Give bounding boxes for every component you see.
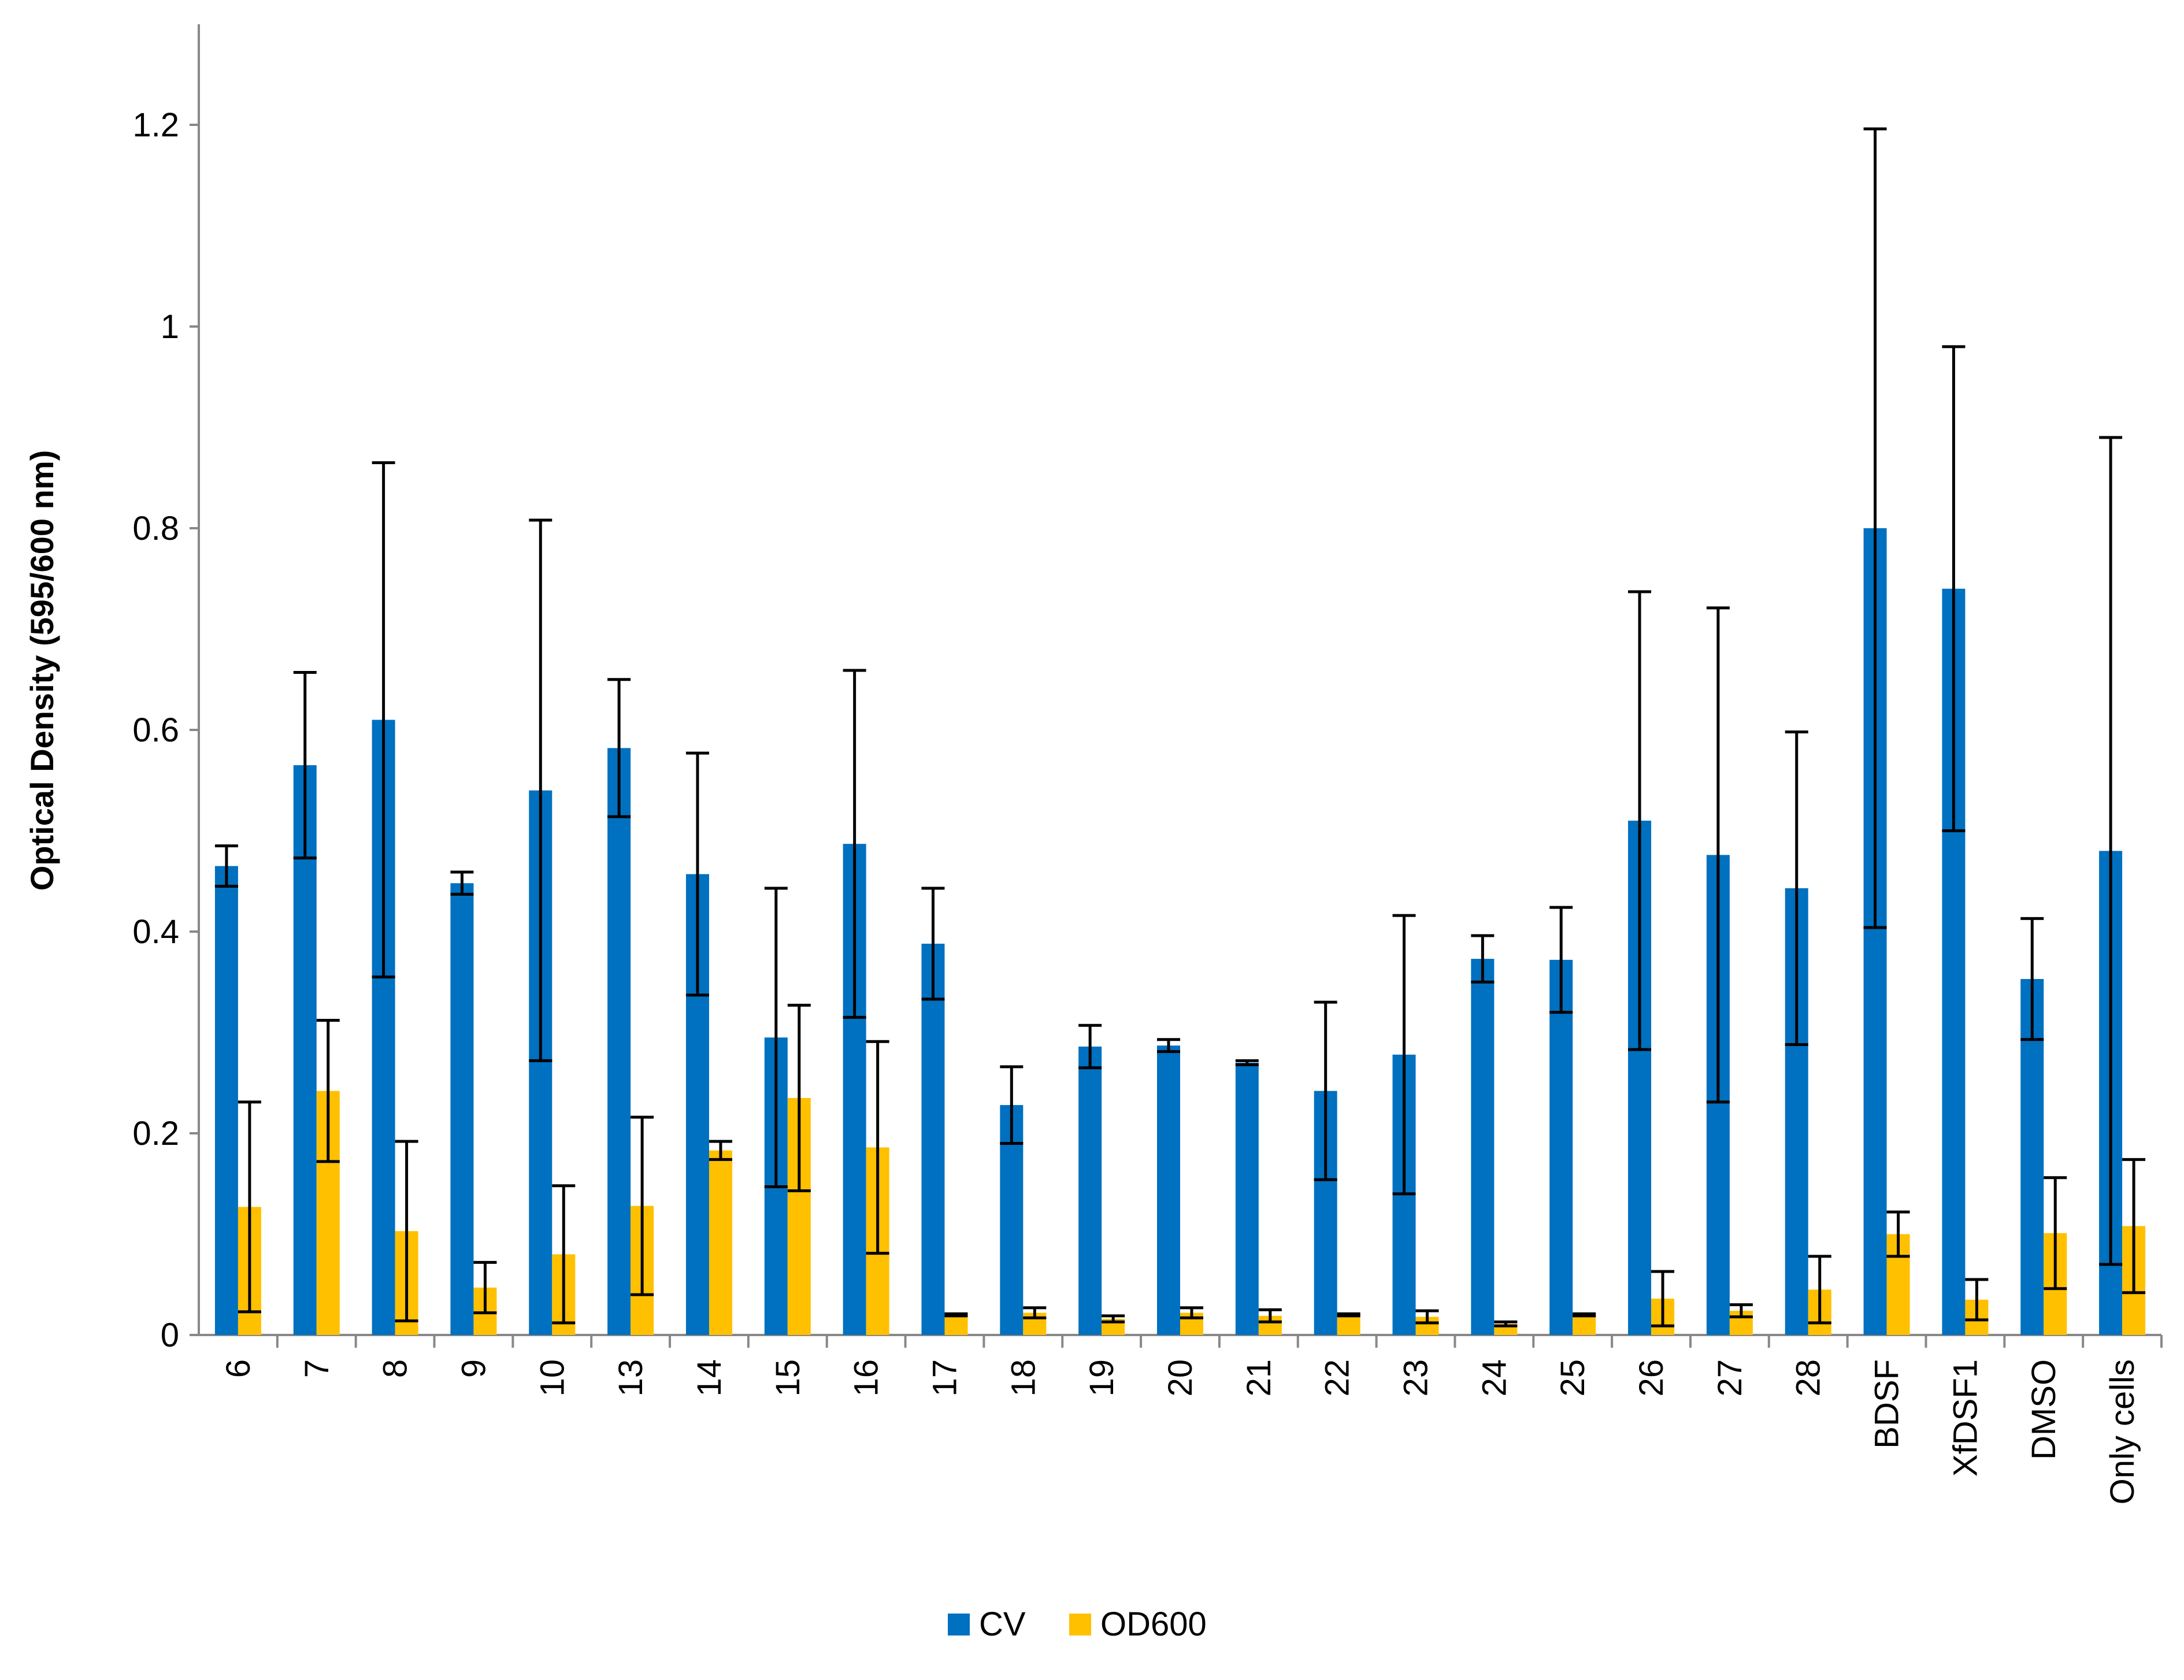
bar-cv <box>293 765 317 1335</box>
bar-cv <box>214 866 238 1335</box>
x-tick-label: 6 <box>220 1359 257 1378</box>
bar-cv <box>450 883 474 1335</box>
y-tick-label: 0 <box>161 1316 179 1354</box>
bar-od600 <box>709 1150 732 1335</box>
x-tick-label: 19 <box>1083 1359 1121 1397</box>
x-tick-label: 24 <box>1475 1359 1513 1397</box>
bar-od600 <box>1337 1315 1360 1335</box>
bar-cv <box>1549 959 1573 1335</box>
x-tick-label: DMSO <box>2025 1359 2063 1460</box>
x-tick-label: XfDSF1 <box>1946 1359 1984 1477</box>
bar-cv <box>1157 1045 1180 1335</box>
legend-swatch <box>1069 1614 1091 1636</box>
legend: CV OD600 <box>948 1605 1207 1643</box>
y-tick-label: 0.2 <box>132 1115 179 1152</box>
x-tick-label: 28 <box>1790 1359 1827 1397</box>
x-tick-label: 15 <box>769 1359 807 1397</box>
x-tick-label: 17 <box>926 1359 963 1397</box>
x-tick-label: 10 <box>533 1359 571 1397</box>
x-tick-label: 14 <box>691 1359 728 1397</box>
x-tick-label: 18 <box>1004 1359 1042 1397</box>
x-axis: 6 7 8 9 10 13 14 15 16 17 18 19 20 21 22 23 24 25 26 27 28 BD… <box>199 1334 2163 1504</box>
bar-od600 <box>1573 1315 1596 1335</box>
legend-swatch <box>948 1614 970 1636</box>
bar-cv <box>921 943 945 1335</box>
x-tick-label: 20 <box>1162 1359 1199 1397</box>
x-tick-label: 27 <box>1711 1359 1749 1397</box>
x-tick-label: 13 <box>612 1359 650 1397</box>
x-tick-label: 7 <box>298 1359 336 1378</box>
x-tick-label: 23 <box>1397 1359 1435 1397</box>
y-axis: 0 0.2 0.4 0.6 0.8 1 1.2 <box>132 24 200 1354</box>
y-axis-label: Optical Density (595/600 nm) <box>24 450 60 891</box>
x-tick-label: Only cells <box>2104 1359 2141 1504</box>
y-tick-label: 0.4 <box>132 913 179 951</box>
bar-cv <box>607 748 631 1335</box>
bar-cv <box>1471 959 1495 1335</box>
x-tick-label: 26 <box>1633 1359 1670 1397</box>
x-tick-label: 22 <box>1319 1359 1356 1397</box>
y-tick-label: 1.2 <box>132 106 179 144</box>
x-tick-label: 8 <box>377 1359 414 1378</box>
legend-label: CV <box>979 1605 1026 1643</box>
y-tick-label: 0.8 <box>132 510 179 547</box>
x-tick-label: 25 <box>1554 1359 1592 1397</box>
bars-group <box>214 528 2146 1336</box>
legend-label: OD600 <box>1100 1605 1207 1643</box>
bar-od600 <box>944 1315 968 1335</box>
y-tick-label: 1 <box>161 308 179 346</box>
bar-cv <box>1078 1046 1102 1335</box>
x-tick-label: 9 <box>455 1359 492 1378</box>
error-bars-group <box>214 127 2146 1327</box>
x-tick-label: 21 <box>1240 1359 1278 1397</box>
x-tick-label: 16 <box>848 1359 885 1397</box>
y-tick-label: 0.6 <box>132 711 179 749</box>
bar-cv <box>1235 1062 1259 1335</box>
x-tick-label: BDSF <box>1868 1359 1906 1449</box>
